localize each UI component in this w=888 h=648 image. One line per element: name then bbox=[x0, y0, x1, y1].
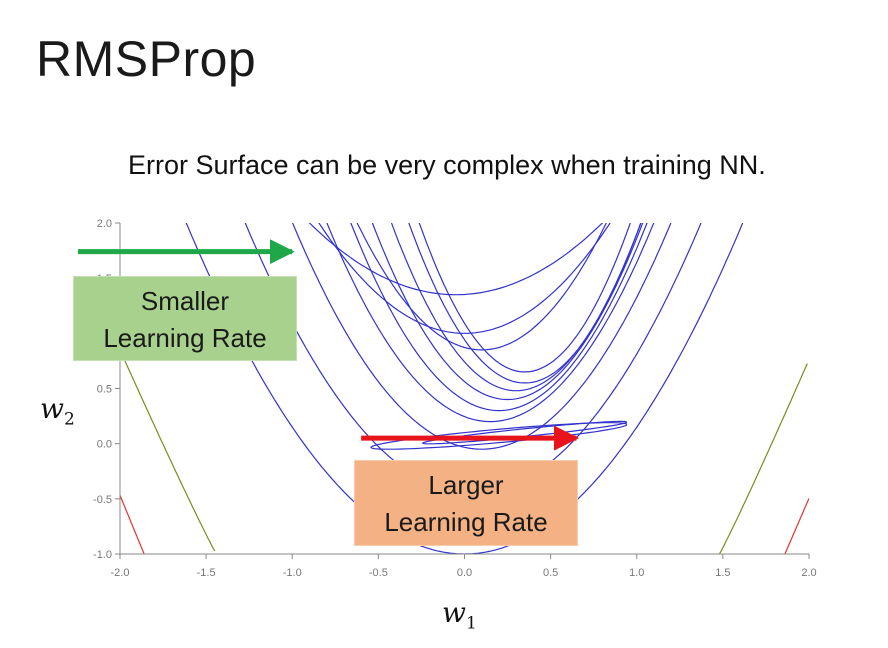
x-axis-var-subscript: 1 bbox=[465, 613, 477, 634]
contour-valley bbox=[356, 223, 607, 351]
contour-valley bbox=[308, 223, 604, 296]
y-tick-label: 0.5 bbox=[97, 384, 112, 396]
contour-valley bbox=[350, 223, 648, 412]
slide-title: RMSProp bbox=[36, 31, 257, 87]
smaller-box-line2: Learning Rate bbox=[103, 323, 267, 353]
larger-box-line1: Larger bbox=[428, 470, 504, 500]
contour-valley bbox=[371, 223, 644, 401]
x-tick-label: -1.5 bbox=[197, 567, 216, 579]
y-tick-label: -0.5 bbox=[93, 494, 112, 506]
contour-valley bbox=[390, 223, 642, 392]
y-tick-label: 0.0 bbox=[97, 439, 112, 451]
x-tick-label: 0.5 bbox=[543, 567, 558, 579]
x-tick-label: 1.5 bbox=[715, 567, 730, 579]
y-axis-variable: w2 bbox=[40, 392, 75, 430]
x-tick-label: -1.0 bbox=[283, 567, 302, 579]
x-tick-label: 0.0 bbox=[457, 567, 472, 579]
contour-valley bbox=[244, 223, 702, 494]
slide-subtitle: Error Surface can be very complex when t… bbox=[128, 150, 766, 180]
x-axis-variable: w1 bbox=[442, 596, 477, 634]
y-axis-var-subscript: 2 bbox=[63, 409, 75, 430]
larger-box-line2: Learning Rate bbox=[384, 507, 548, 537]
contour-edge-left bbox=[120, 495, 145, 554]
contour-outer-right bbox=[718, 363, 808, 554]
x-axis-var-letter: w bbox=[442, 596, 466, 629]
x-tick-label: 2.0 bbox=[801, 567, 816, 579]
smaller-box-line1: Smaller bbox=[140, 286, 230, 316]
y-tick-label: -1.0 bbox=[93, 549, 112, 561]
contour-valley bbox=[418, 223, 631, 373]
direction-arrows bbox=[78, 239, 579, 451]
x-tick-label: 1.0 bbox=[629, 567, 644, 579]
contour-valley bbox=[291, 223, 672, 450]
smaller-learning-rate-box: Smaller Learning Rate bbox=[73, 276, 297, 361]
larger-learning-rate-box: Larger Learning Rate bbox=[354, 460, 578, 546]
contour-valley bbox=[408, 223, 642, 384]
y-tick-label: 2.0 bbox=[97, 218, 112, 230]
contour-valley bbox=[326, 223, 655, 423]
contour-outer-left bbox=[120, 349, 216, 552]
y-axis-var-letter: w bbox=[40, 392, 64, 425]
x-tick-label: -2.0 bbox=[111, 567, 130, 579]
contour-edge-right bbox=[784, 498, 809, 554]
contour-valley bbox=[318, 223, 611, 334]
x-tick-label: -0.5 bbox=[369, 567, 388, 579]
